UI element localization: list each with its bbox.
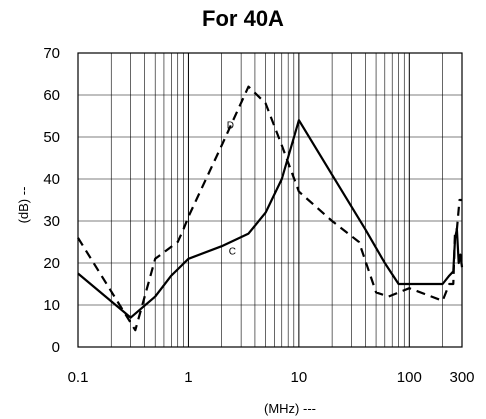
y-tick-label: 60: [43, 87, 60, 104]
y-axis-label: (dB) --: [16, 187, 31, 224]
x-tick-label: 0.1: [68, 369, 89, 386]
series-layer: [77, 85, 464, 332]
x-axis-label: (MHz) ---: [264, 401, 316, 416]
series-line-d: [77, 85, 462, 332]
chart-title: For 40A: [202, 6, 284, 31]
y-tick-label: 50: [43, 129, 60, 146]
x-tick-label: 1: [184, 369, 192, 386]
grid: [77, 52, 463, 348]
curve-label-c: C: [229, 247, 236, 258]
y-tick-label: 70: [43, 45, 60, 62]
annotations: CD: [227, 121, 236, 258]
x-tick-label: 300: [449, 369, 474, 386]
x-tick-label: 10: [291, 369, 308, 386]
y-tick-label: 40: [43, 171, 60, 188]
y-tick-label: 30: [43, 213, 60, 230]
y-tick-label: 10: [43, 297, 60, 314]
curve-label-d: D: [227, 121, 234, 132]
tick-labels: 0 10 20 30 40 50 60 70 0.1 1 10 100 300: [43, 45, 474, 386]
y-tick-label: 0: [52, 339, 60, 356]
y-tick-label: 20: [43, 255, 60, 272]
x-tick-label: 100: [397, 369, 422, 386]
